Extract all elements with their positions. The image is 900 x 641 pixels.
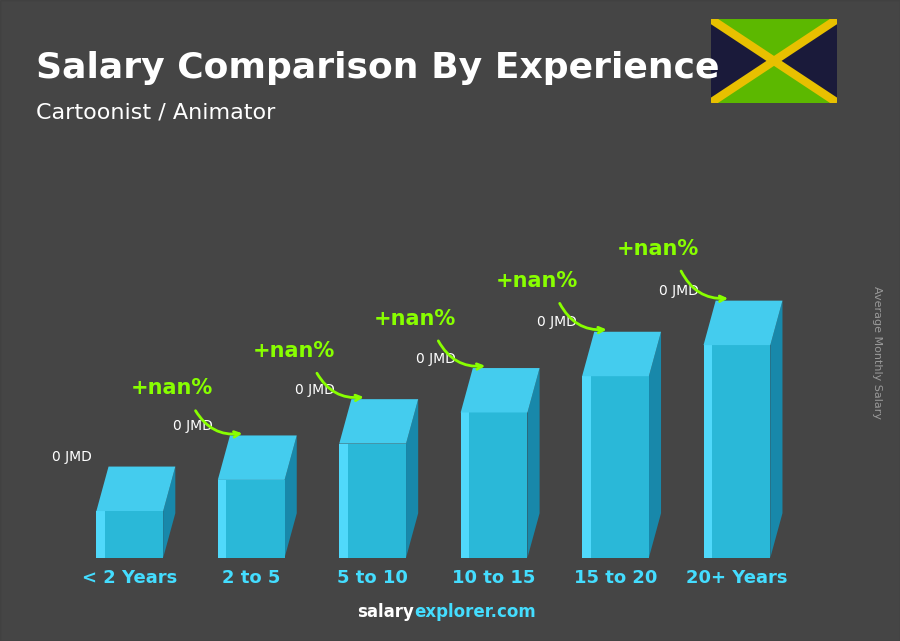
Bar: [218, 480, 284, 558]
Text: explorer.com: explorer.com: [414, 603, 536, 621]
Polygon shape: [774, 19, 837, 103]
Bar: [461, 413, 469, 558]
Bar: [218, 480, 226, 558]
Text: Cartoonist / Animator: Cartoonist / Animator: [36, 103, 275, 122]
Text: 0 JMD: 0 JMD: [173, 419, 213, 433]
Bar: [704, 345, 770, 558]
Bar: [339, 444, 406, 558]
Polygon shape: [96, 467, 176, 511]
Polygon shape: [582, 332, 661, 376]
Text: 0 JMD: 0 JMD: [537, 315, 577, 329]
Polygon shape: [284, 435, 297, 558]
Polygon shape: [527, 368, 540, 558]
Text: 0 JMD: 0 JMD: [51, 450, 92, 464]
Bar: [582, 376, 590, 558]
Text: +nan%: +nan%: [253, 341, 335, 361]
Bar: [96, 511, 163, 558]
Text: 0 JMD: 0 JMD: [416, 351, 455, 365]
Text: 0 JMD: 0 JMD: [294, 383, 335, 397]
Text: +nan%: +nan%: [616, 238, 699, 259]
Bar: [704, 345, 712, 558]
Bar: [461, 413, 527, 558]
Text: +nan%: +nan%: [374, 308, 456, 329]
Polygon shape: [406, 399, 419, 558]
Polygon shape: [711, 61, 837, 103]
Bar: [582, 376, 649, 558]
Polygon shape: [163, 467, 176, 558]
Polygon shape: [711, 19, 837, 61]
Text: salary: salary: [357, 603, 414, 621]
Text: 0 JMD: 0 JMD: [659, 284, 698, 298]
Polygon shape: [711, 19, 774, 103]
Bar: [96, 511, 105, 558]
Polygon shape: [461, 368, 540, 413]
Text: +nan%: +nan%: [495, 271, 578, 291]
Bar: [339, 444, 347, 558]
Polygon shape: [339, 399, 418, 444]
Text: Average Monthly Salary: Average Monthly Salary: [872, 286, 883, 419]
Text: Salary Comparison By Experience: Salary Comparison By Experience: [36, 51, 719, 85]
Polygon shape: [649, 332, 661, 558]
Polygon shape: [704, 301, 782, 345]
Polygon shape: [770, 301, 782, 558]
Polygon shape: [218, 435, 297, 480]
Text: +nan%: +nan%: [131, 378, 213, 399]
